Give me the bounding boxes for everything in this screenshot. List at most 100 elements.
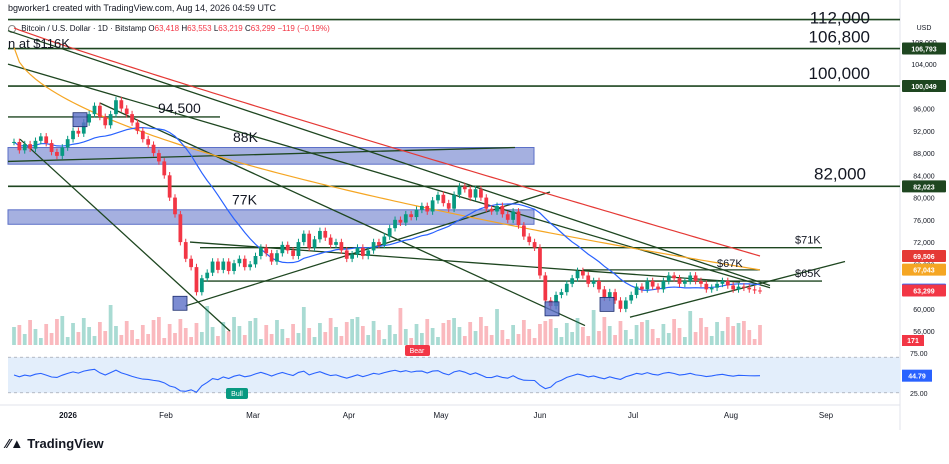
candle-body [114, 100, 118, 115]
candle-body [350, 254, 354, 259]
volume-bar [473, 331, 478, 345]
candle-body [387, 228, 392, 237]
candle-body [699, 281, 703, 284]
marker-box [544, 301, 560, 317]
candle-body [49, 143, 54, 152]
candle-body [242, 258, 247, 268]
candle-body [17, 141, 22, 151]
level-label-112000: 112,000 [810, 9, 870, 28]
volume-bar [548, 319, 553, 345]
candle-body [183, 242, 188, 259]
candle-body [216, 261, 220, 270]
volume-bar [650, 329, 655, 345]
volume-bar [199, 332, 204, 345]
volume-bar [581, 327, 585, 345]
candle-body [527, 236, 532, 243]
candle-body [575, 271, 580, 279]
marker-box [172, 295, 188, 311]
volume-bar [586, 336, 591, 345]
volume-bar [500, 330, 505, 345]
volume-bar [468, 322, 473, 345]
volume-bar [758, 325, 762, 345]
volume-bar [242, 335, 247, 345]
rsi-bull-label: Bull [231, 391, 243, 398]
volume-bar [538, 324, 542, 345]
candle-body [682, 281, 687, 284]
volume-bar [162, 338, 167, 345]
symbol-name: Bitcoin / U.S. Dollar · 1D · Bitstamp [21, 24, 147, 33]
candle-body [666, 275, 671, 282]
candle-body [688, 275, 693, 282]
candle-body [237, 258, 242, 264]
candle-body [747, 287, 752, 290]
price-tick-label: 80,000 [913, 196, 935, 203]
candle-body [312, 239, 317, 248]
time-tick-label: 2026 [59, 411, 77, 420]
candle-body [371, 242, 376, 251]
rsi-tick-label: 25.00 [910, 391, 928, 398]
candle-body [318, 230, 322, 240]
volume-bar [269, 334, 274, 345]
candle-body [409, 214, 414, 218]
volume-bar [559, 337, 564, 345]
volume-bar [666, 333, 671, 345]
volume-bar [597, 331, 601, 345]
volume-bar [704, 327, 709, 345]
candle-body [140, 130, 145, 140]
candle-body [725, 281, 730, 286]
volume-bar [360, 326, 365, 345]
candle-body [22, 144, 27, 151]
volume-bar [296, 333, 301, 345]
volume-bar [414, 324, 419, 345]
volume-bar [71, 323, 75, 345]
volume-bar [736, 323, 741, 345]
level-label-82000: 82,000 [814, 164, 866, 183]
candle-body [210, 261, 215, 273]
candle-body [334, 242, 338, 245]
candle-body [538, 247, 542, 276]
price-tag-label: 106,793 [911, 47, 936, 54]
volume-bar [693, 332, 698, 345]
candle-body [360, 247, 365, 256]
price-tag-label: 100,049 [911, 84, 936, 91]
candle-body [640, 286, 644, 290]
volume-bar [747, 330, 752, 345]
volume-bar [258, 339, 263, 345]
rsi-line [13, 368, 761, 393]
rsi-volume-tag [902, 335, 924, 346]
volume-bar [645, 320, 650, 345]
candle-body [28, 144, 32, 149]
time-tick-label: Apr [343, 411, 356, 420]
candle-body [742, 286, 746, 288]
volume-bar [355, 317, 360, 345]
candle-body [253, 255, 258, 265]
volume-bar [114, 326, 118, 345]
candle-body [296, 242, 301, 256]
candle-body [591, 281, 596, 284]
volume-bar [339, 336, 344, 345]
time-tick-label: Jun [534, 411, 547, 420]
candle-body [173, 197, 177, 215]
price-tag-label: 82,023 [913, 184, 935, 191]
volume-bar [554, 328, 558, 345]
candle-body [441, 194, 446, 204]
candle-body [586, 275, 591, 284]
volume-bar [22, 334, 27, 345]
volume-bar [87, 327, 92, 345]
candle-body [462, 186, 467, 190]
price-tick-label: 60,000 [913, 307, 935, 314]
chart-credit: bgworker1 created with TradingView.com, … [8, 3, 276, 13]
candle-body [44, 136, 49, 144]
volume-bar [446, 320, 451, 345]
candle-body [65, 139, 70, 148]
ohlc-open: O63,418 [148, 24, 180, 33]
volume-bar [221, 322, 226, 345]
volume-bar [60, 316, 65, 345]
candle-body [92, 105, 97, 115]
volume-bar [682, 337, 687, 345]
candle-body [33, 140, 38, 149]
volume-bar [720, 331, 725, 345]
candle-body [301, 233, 306, 243]
price-tick-label: 56,000 [913, 329, 935, 336]
